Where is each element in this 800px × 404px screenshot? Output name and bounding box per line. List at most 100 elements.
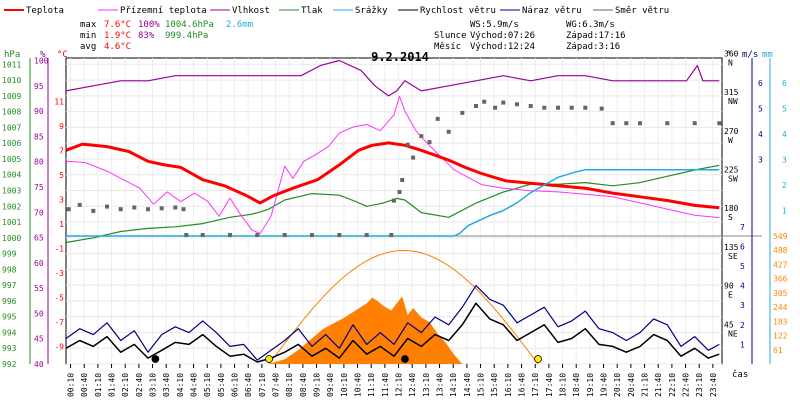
- wind-dir-point: [501, 100, 506, 105]
- humidity-tick-label: 40: [34, 360, 44, 369]
- rain-rate-tick-label: 427: [773, 260, 788, 269]
- pressure-tick-label: 1008: [2, 108, 21, 117]
- x-tick-label: 15:10: [477, 373, 486, 397]
- pressure-tick-label: 996: [2, 297, 17, 306]
- wind-dir-point: [181, 207, 186, 212]
- series-line-srazky: [66, 168, 720, 237]
- series-line-teplota: [65, 141, 720, 210]
- info-block: WS:5.9m/s WG:6.3m/s Slunce Východ:07:26 …: [434, 20, 626, 52]
- pressure-tick-label: 998: [2, 265, 17, 274]
- x-tick-label: 22:40: [682, 373, 691, 397]
- axes-layer: 1011101010091008100710061005100410031002…: [2, 49, 788, 397]
- wind-dir-point: [692, 121, 697, 126]
- pressure-tick-label: 1004: [2, 171, 21, 180]
- x-tick-label: 00:10: [67, 373, 76, 397]
- humidity-tick-label: 85: [34, 132, 44, 141]
- wind-speed-top-tick-label: 3: [758, 156, 763, 165]
- pressure-tick-label: 992: [2, 360, 17, 369]
- series-line-prizemni-teplota: [65, 95, 720, 235]
- x-tick-label: 23:40: [709, 373, 718, 397]
- wind-dir-point: [493, 105, 498, 110]
- stat-avg-label: avg: [80, 42, 96, 52]
- temperature-tick-label: -7: [54, 318, 64, 327]
- series-line-vlhkost: [65, 59, 720, 97]
- x-tick-label: 23:10: [695, 373, 704, 397]
- legend-label-smer-vetru: Směr větru: [615, 6, 669, 16]
- wind-dir-point: [200, 233, 205, 237]
- series-line-naraz-vetru: [65, 285, 720, 361]
- humidity-tick-label: 55: [34, 284, 44, 293]
- wind-dir-tick-label: 270: [724, 127, 739, 136]
- wind-dir-point: [446, 129, 451, 134]
- x-tick-label: 22:10: [668, 373, 677, 397]
- markers-layer: [151, 355, 542, 363]
- wind-dir-compass-label: NE: [728, 329, 738, 338]
- x-tick-label: 03:40: [162, 373, 171, 397]
- wind-dir-point: [159, 206, 164, 211]
- temperature-tick-label: -9: [54, 342, 64, 351]
- x-tick-label: 02:40: [135, 373, 144, 397]
- humidity-tick-label: 95: [34, 82, 44, 91]
- moonrise-marker: [401, 355, 409, 363]
- stat-max-rain: 2.6mm: [226, 20, 253, 30]
- pressure-tick-label: 994: [2, 328, 17, 337]
- x-tick-label: 17:10: [531, 373, 540, 397]
- wind-dir-point: [515, 102, 519, 107]
- wind-speed-info: WS:5.9m/s: [470, 20, 519, 30]
- rain-rate-tick-label: 61: [773, 346, 783, 355]
- temperature-tick-label: 1: [59, 220, 64, 229]
- wind-dir-point: [397, 190, 402, 194]
- humidity-unit: %: [40, 50, 46, 60]
- rain-tick-label: 4: [782, 130, 787, 139]
- temperature-tick-label: 9: [59, 122, 64, 131]
- pressure-tick-label: 1007: [2, 123, 21, 132]
- series-line-tlak: [65, 164, 720, 244]
- wind-dir-point: [146, 207, 150, 212]
- wind-dir-compass-label: SW: [728, 175, 738, 184]
- x-tick-label: 20:10: [613, 373, 622, 397]
- rain-rate-tick-label: 488: [773, 246, 788, 255]
- legend-label-prizemni-teplota: Přízemní teplota: [120, 6, 207, 16]
- x-tick-label: 11:10: [367, 373, 376, 397]
- stat-min-temp: 1.9°C: [104, 31, 131, 41]
- wind-dir-point: [282, 233, 287, 237]
- wind-dir-point: [569, 105, 574, 110]
- wind-speed-top-tick-label: 4: [758, 130, 763, 139]
- pressure-tick-label: 997: [2, 281, 17, 290]
- x-tick-label: 13:40: [436, 373, 445, 397]
- temperature-tick-label: 11: [54, 97, 64, 106]
- series-layer: [65, 59, 722, 363]
- sunset-time: Západ:17:16: [566, 31, 626, 41]
- x-tick-label: 21:40: [654, 373, 663, 397]
- stat-avg-temp: 4.6°C: [104, 42, 131, 52]
- temperature-tick-label: 7: [59, 146, 64, 155]
- x-axis-label: čas: [732, 369, 748, 380]
- temperature-unit: °C: [57, 50, 68, 60]
- wind-dir-point: [118, 207, 123, 212]
- wind-dir-tick-label: 315: [724, 88, 739, 97]
- x-tick-label: 20:40: [627, 373, 636, 397]
- humidity-tick-label: 65: [34, 234, 44, 243]
- humidity-tick-label: 80: [34, 158, 44, 167]
- wind-dir-point: [184, 233, 189, 237]
- x-tick-label: 00:40: [80, 373, 89, 397]
- wind-dir-point: [228, 233, 232, 237]
- wind-dir-point: [482, 99, 487, 104]
- x-tick-label: 01:10: [94, 373, 103, 397]
- x-tick-label: 18:10: [559, 373, 568, 397]
- wind-speed-tick-label: 7: [740, 223, 745, 232]
- pressure-tick-label: 1009: [2, 92, 21, 101]
- x-tick-label: 15:40: [490, 373, 499, 397]
- moonset-time: Západ:3:16: [566, 42, 620, 52]
- wind-speed-tick-label: 6: [740, 242, 745, 251]
- wind-dir-point: [624, 121, 629, 126]
- rain-rate-tick-label: 549: [773, 232, 788, 241]
- x-tick-label: 09:10: [313, 373, 322, 397]
- x-tick-label: 06:10: [231, 373, 240, 397]
- wind-gust-info: WG:6.3m/s: [566, 20, 615, 30]
- pressure-tick-label: 1010: [2, 76, 21, 85]
- wind-dir-point: [66, 207, 71, 212]
- x-tick-label: 09:40: [326, 373, 335, 397]
- humidity-tick-label: 45: [34, 335, 44, 344]
